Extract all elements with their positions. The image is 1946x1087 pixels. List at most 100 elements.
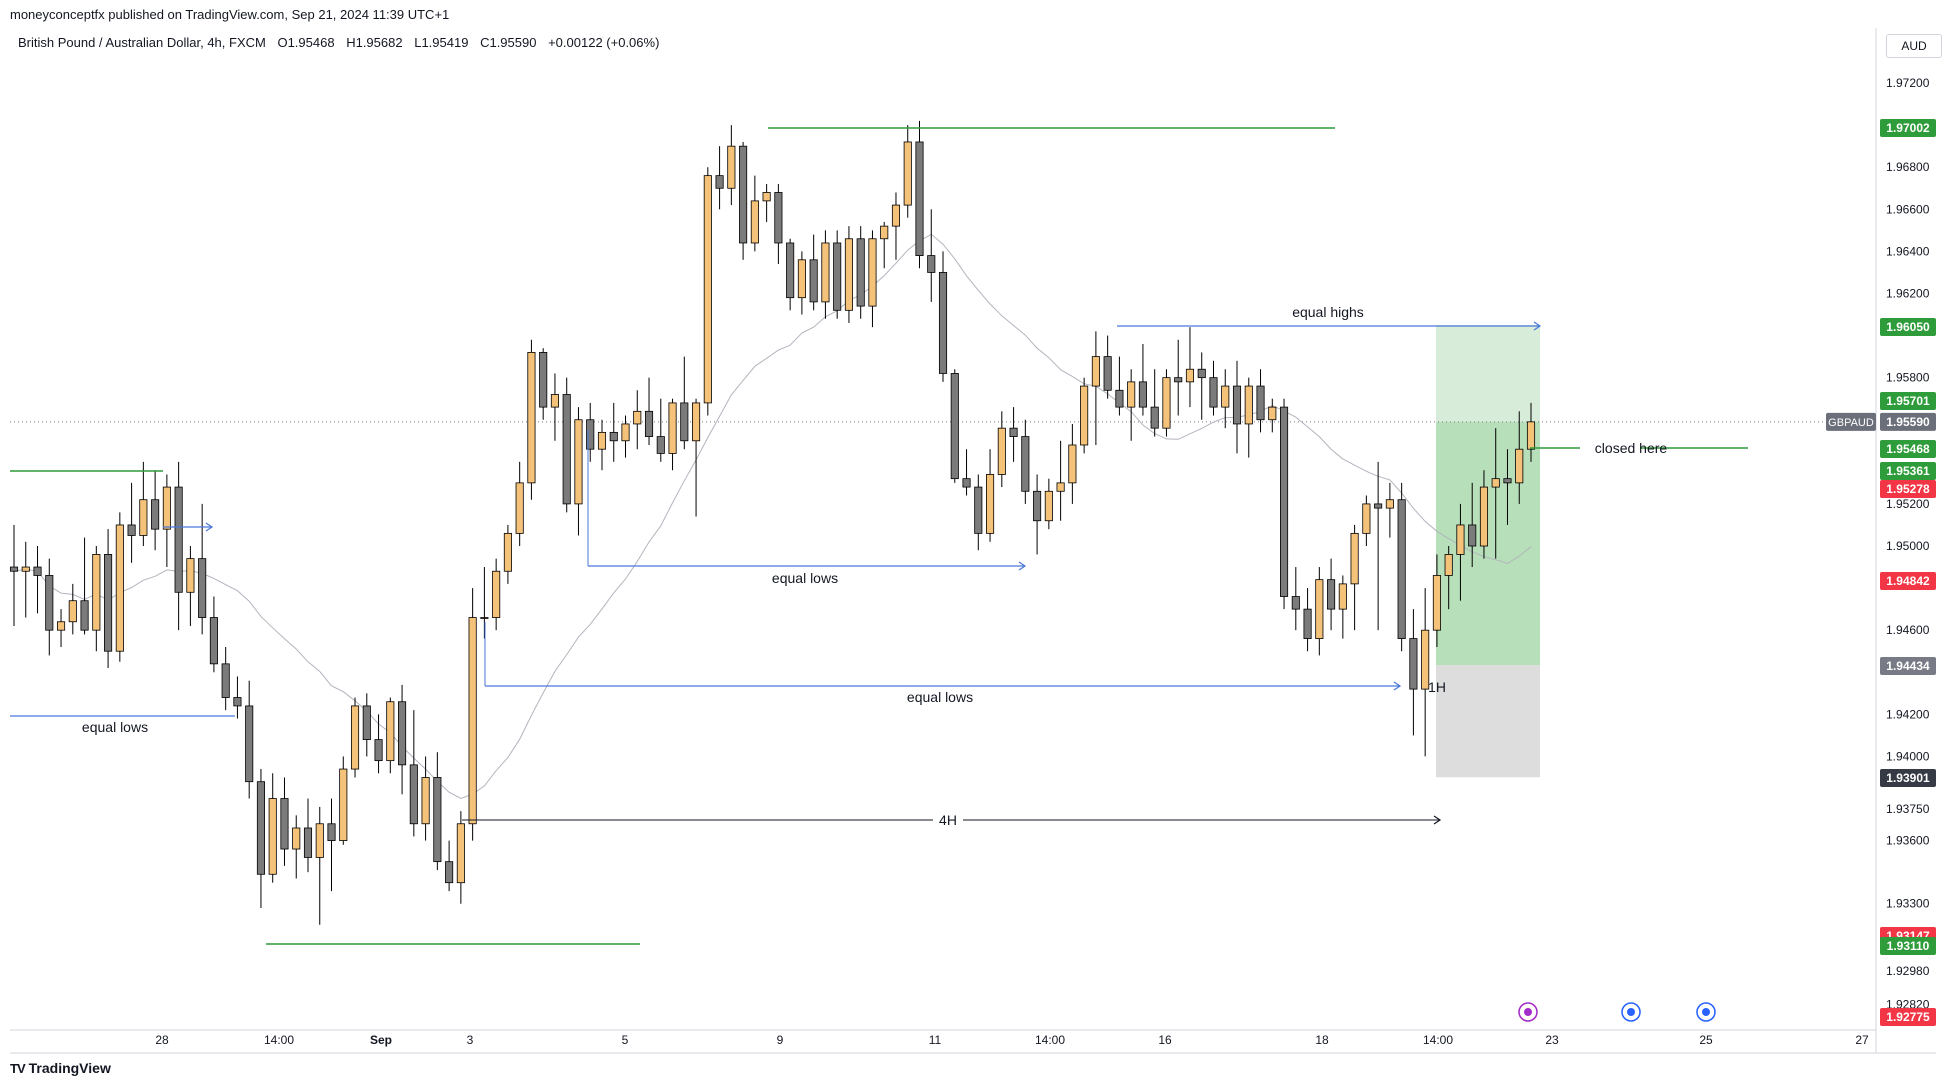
candle[interactable] [574, 407, 583, 536]
candle[interactable] [115, 512, 124, 662]
candle[interactable] [327, 798, 336, 892]
candle[interactable] [127, 482, 136, 563]
candle[interactable] [1362, 495, 1371, 546]
candle[interactable] [786, 238, 795, 311]
candle[interactable] [1291, 567, 1300, 631]
candle[interactable] [668, 398, 677, 471]
candle[interactable] [1021, 419, 1030, 504]
candle[interactable] [9, 524, 19, 626]
candle[interactable] [1303, 588, 1312, 652]
candle[interactable] [1350, 524, 1359, 631]
candle[interactable] [433, 752, 442, 871]
candle[interactable] [1456, 503, 1465, 601]
candle[interactable] [1421, 588, 1430, 757]
candle[interactable] [280, 777, 289, 866]
candle[interactable] [80, 537, 89, 635]
candle[interactable] [550, 373, 559, 441]
candle[interactable] [386, 697, 395, 774]
candle[interactable] [1150, 369, 1159, 437]
candle[interactable] [503, 524, 512, 584]
candle[interactable] [1338, 575, 1347, 639]
candle[interactable] [268, 773, 277, 883]
candle[interactable] [1503, 449, 1512, 525]
candle[interactable] [938, 251, 948, 382]
candle[interactable] [644, 377, 654, 445]
candle[interactable] [1115, 356, 1124, 416]
candle[interactable] [233, 676, 242, 719]
candle[interactable] [1127, 369, 1136, 441]
candle[interactable] [727, 125, 736, 206]
candle[interactable] [1327, 558, 1336, 631]
candle[interactable] [680, 356, 689, 450]
candle[interactable] [256, 769, 265, 908]
candle[interactable] [1315, 567, 1324, 656]
candle[interactable] [915, 120, 924, 269]
candle[interactable] [104, 529, 113, 669]
candle[interactable] [21, 541, 30, 618]
candle[interactable] [445, 840, 454, 892]
candle[interactable] [597, 419, 607, 471]
candle[interactable] [315, 806, 324, 925]
candle[interactable] [621, 415, 630, 458]
candle[interactable] [821, 230, 830, 319]
candle[interactable] [844, 226, 853, 323]
currency-button[interactable]: AUD [1886, 34, 1942, 58]
candle[interactable] [221, 647, 230, 711]
candle[interactable] [1468, 482, 1477, 568]
candle[interactable] [1244, 377, 1253, 458]
candle[interactable] [1080, 377, 1089, 454]
candle[interactable] [1409, 609, 1418, 736]
candle[interactable] [1103, 335, 1112, 399]
candle[interactable] [1209, 360, 1218, 416]
candle[interactable] [1009, 407, 1018, 462]
candle[interactable] [1044, 478, 1053, 530]
candle[interactable] [151, 470, 160, 551]
candle[interactable] [1068, 423, 1077, 504]
candle[interactable] [962, 449, 971, 496]
candle[interactable] [1479, 470, 1489, 559]
candle[interactable] [350, 697, 360, 778]
candle[interactable] [186, 546, 195, 626]
symbol-title[interactable]: British Pound / Australian Dollar, 4h, F… [18, 35, 266, 50]
candle[interactable] [1174, 339, 1183, 416]
candle[interactable] [950, 369, 959, 483]
candle[interactable] [868, 230, 877, 328]
candle[interactable] [68, 583, 77, 635]
candle[interactable] [209, 596, 218, 673]
candle[interactable] [1221, 369, 1230, 429]
candle[interactable] [1280, 398, 1289, 610]
candle[interactable] [527, 339, 536, 500]
candle[interactable] [856, 226, 865, 319]
candle[interactable] [1256, 369, 1265, 433]
candle[interactable] [715, 146, 724, 210]
candle[interactable] [586, 402, 595, 462]
candle[interactable] [656, 398, 665, 462]
candle[interactable] [92, 546, 101, 652]
candle[interactable] [880, 221, 889, 269]
candle[interactable] [1432, 554, 1441, 648]
candle[interactable] [515, 461, 524, 546]
candle[interactable] [362, 693, 371, 757]
candle[interactable] [562, 377, 571, 513]
candle[interactable] [303, 798, 313, 873]
candle[interactable] [1526, 402, 1536, 462]
candle[interactable] [292, 815, 301, 879]
candle[interactable] [398, 684, 407, 795]
candle[interactable] [245, 680, 254, 799]
candle[interactable] [162, 474, 171, 568]
candle[interactable] [174, 461, 183, 631]
candle[interactable] [974, 474, 983, 551]
candle[interactable] [1385, 482, 1394, 538]
candle[interactable] [774, 184, 783, 265]
candle[interactable] [492, 558, 501, 631]
candle[interactable] [56, 609, 66, 648]
candle[interactable] [703, 167, 712, 416]
candle[interactable] [1033, 474, 1042, 555]
candle[interactable] [609, 402, 618, 462]
candle[interactable] [1162, 369, 1171, 437]
candle[interactable] [374, 714, 383, 774]
candle[interactable] [927, 209, 936, 302]
candle[interactable] [1185, 327, 1195, 408]
candle[interactable] [692, 398, 701, 517]
